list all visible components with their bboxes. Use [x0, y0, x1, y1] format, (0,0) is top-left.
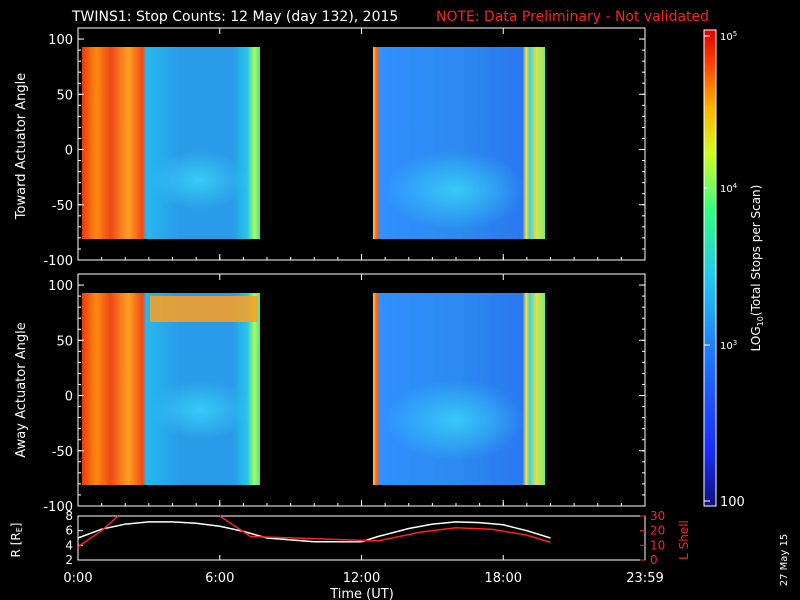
away-panel: Away Actuator Angle 100 50 0 -50 -100 — [14, 273, 646, 515]
lshell-line — [219, 515, 551, 544]
colorbar-tick-label: 104 — [720, 182, 738, 195]
ytick-right-label: 10 — [650, 538, 665, 552]
xtick-label: 18:00 — [485, 571, 522, 586]
colorbar-tick-label: 105 — [720, 30, 737, 43]
xaxis-label: Time (UT) — [329, 587, 394, 600]
ytick-label: -100 — [43, 254, 73, 269]
colorbar-tick-label: 100 — [720, 495, 745, 510]
colorbar-label: LOG10(Total Stops per Scan) — [749, 185, 765, 352]
ytick-left-label: 6 — [65, 524, 73, 538]
ytick-right-label: 0 — [650, 553, 658, 567]
ytick-label: 100 — [48, 279, 73, 294]
colorbar-gradient — [703, 29, 717, 507]
date-stamp: 27 May 15 — [779, 534, 790, 586]
ytick-label: 50 — [56, 334, 73, 349]
toward-data-right-block — [373, 47, 545, 239]
toward-data-left-block — [82, 47, 260, 239]
toward-panel: Toward Actuator Angle 100 50 0 -50 -100 — [14, 27, 646, 269]
ytick-label: 50 — [56, 88, 73, 103]
ytick-label: -50 — [52, 445, 73, 460]
xtick-label: 12:00 — [343, 571, 380, 586]
away-data-right-block — [373, 293, 545, 485]
colorbar: LOG10(Total Stops per Scan) 105 104 103 100 — [703, 29, 765, 510]
xtick-label: 0:00 — [63, 571, 92, 586]
ytick-right-label: 30 — [650, 509, 665, 523]
xtick-label: 23:59 — [626, 571, 663, 586]
ytick-left-label: 8 — [65, 509, 73, 523]
ytick-label: 0 — [65, 144, 73, 159]
colorbar-tick-label: 103 — [720, 339, 737, 352]
ephemeris-left-ylabel: R [RE] — [9, 523, 24, 558]
ytick-label: 100 — [48, 33, 73, 48]
radius-line — [77, 521, 551, 543]
away-data-left-block — [82, 293, 260, 485]
toward-ylabel: Toward Actuator Angle — [14, 73, 29, 220]
plot-title: TWINS1: Stop Counts: 12 May (day 132), 2… — [71, 9, 398, 25]
ytick-left-label: 4 — [65, 538, 73, 552]
ytick-left-label: 2 — [65, 553, 73, 567]
lshell-line — [77, 515, 119, 548]
ephemeris-right-ylabel: L Shell — [677, 520, 691, 560]
ytick-right-label: 20 — [650, 524, 665, 538]
xtick-label: 6:00 — [205, 571, 234, 586]
ytick-label: -50 — [52, 199, 73, 214]
ytick-label: 0 — [65, 390, 73, 405]
preliminary-note: NOTE: Data Preliminary - Not validated — [436, 9, 709, 25]
away-ylabel: Away Actuator Angle — [14, 322, 29, 457]
ytick-label: -100 — [43, 500, 73, 515]
